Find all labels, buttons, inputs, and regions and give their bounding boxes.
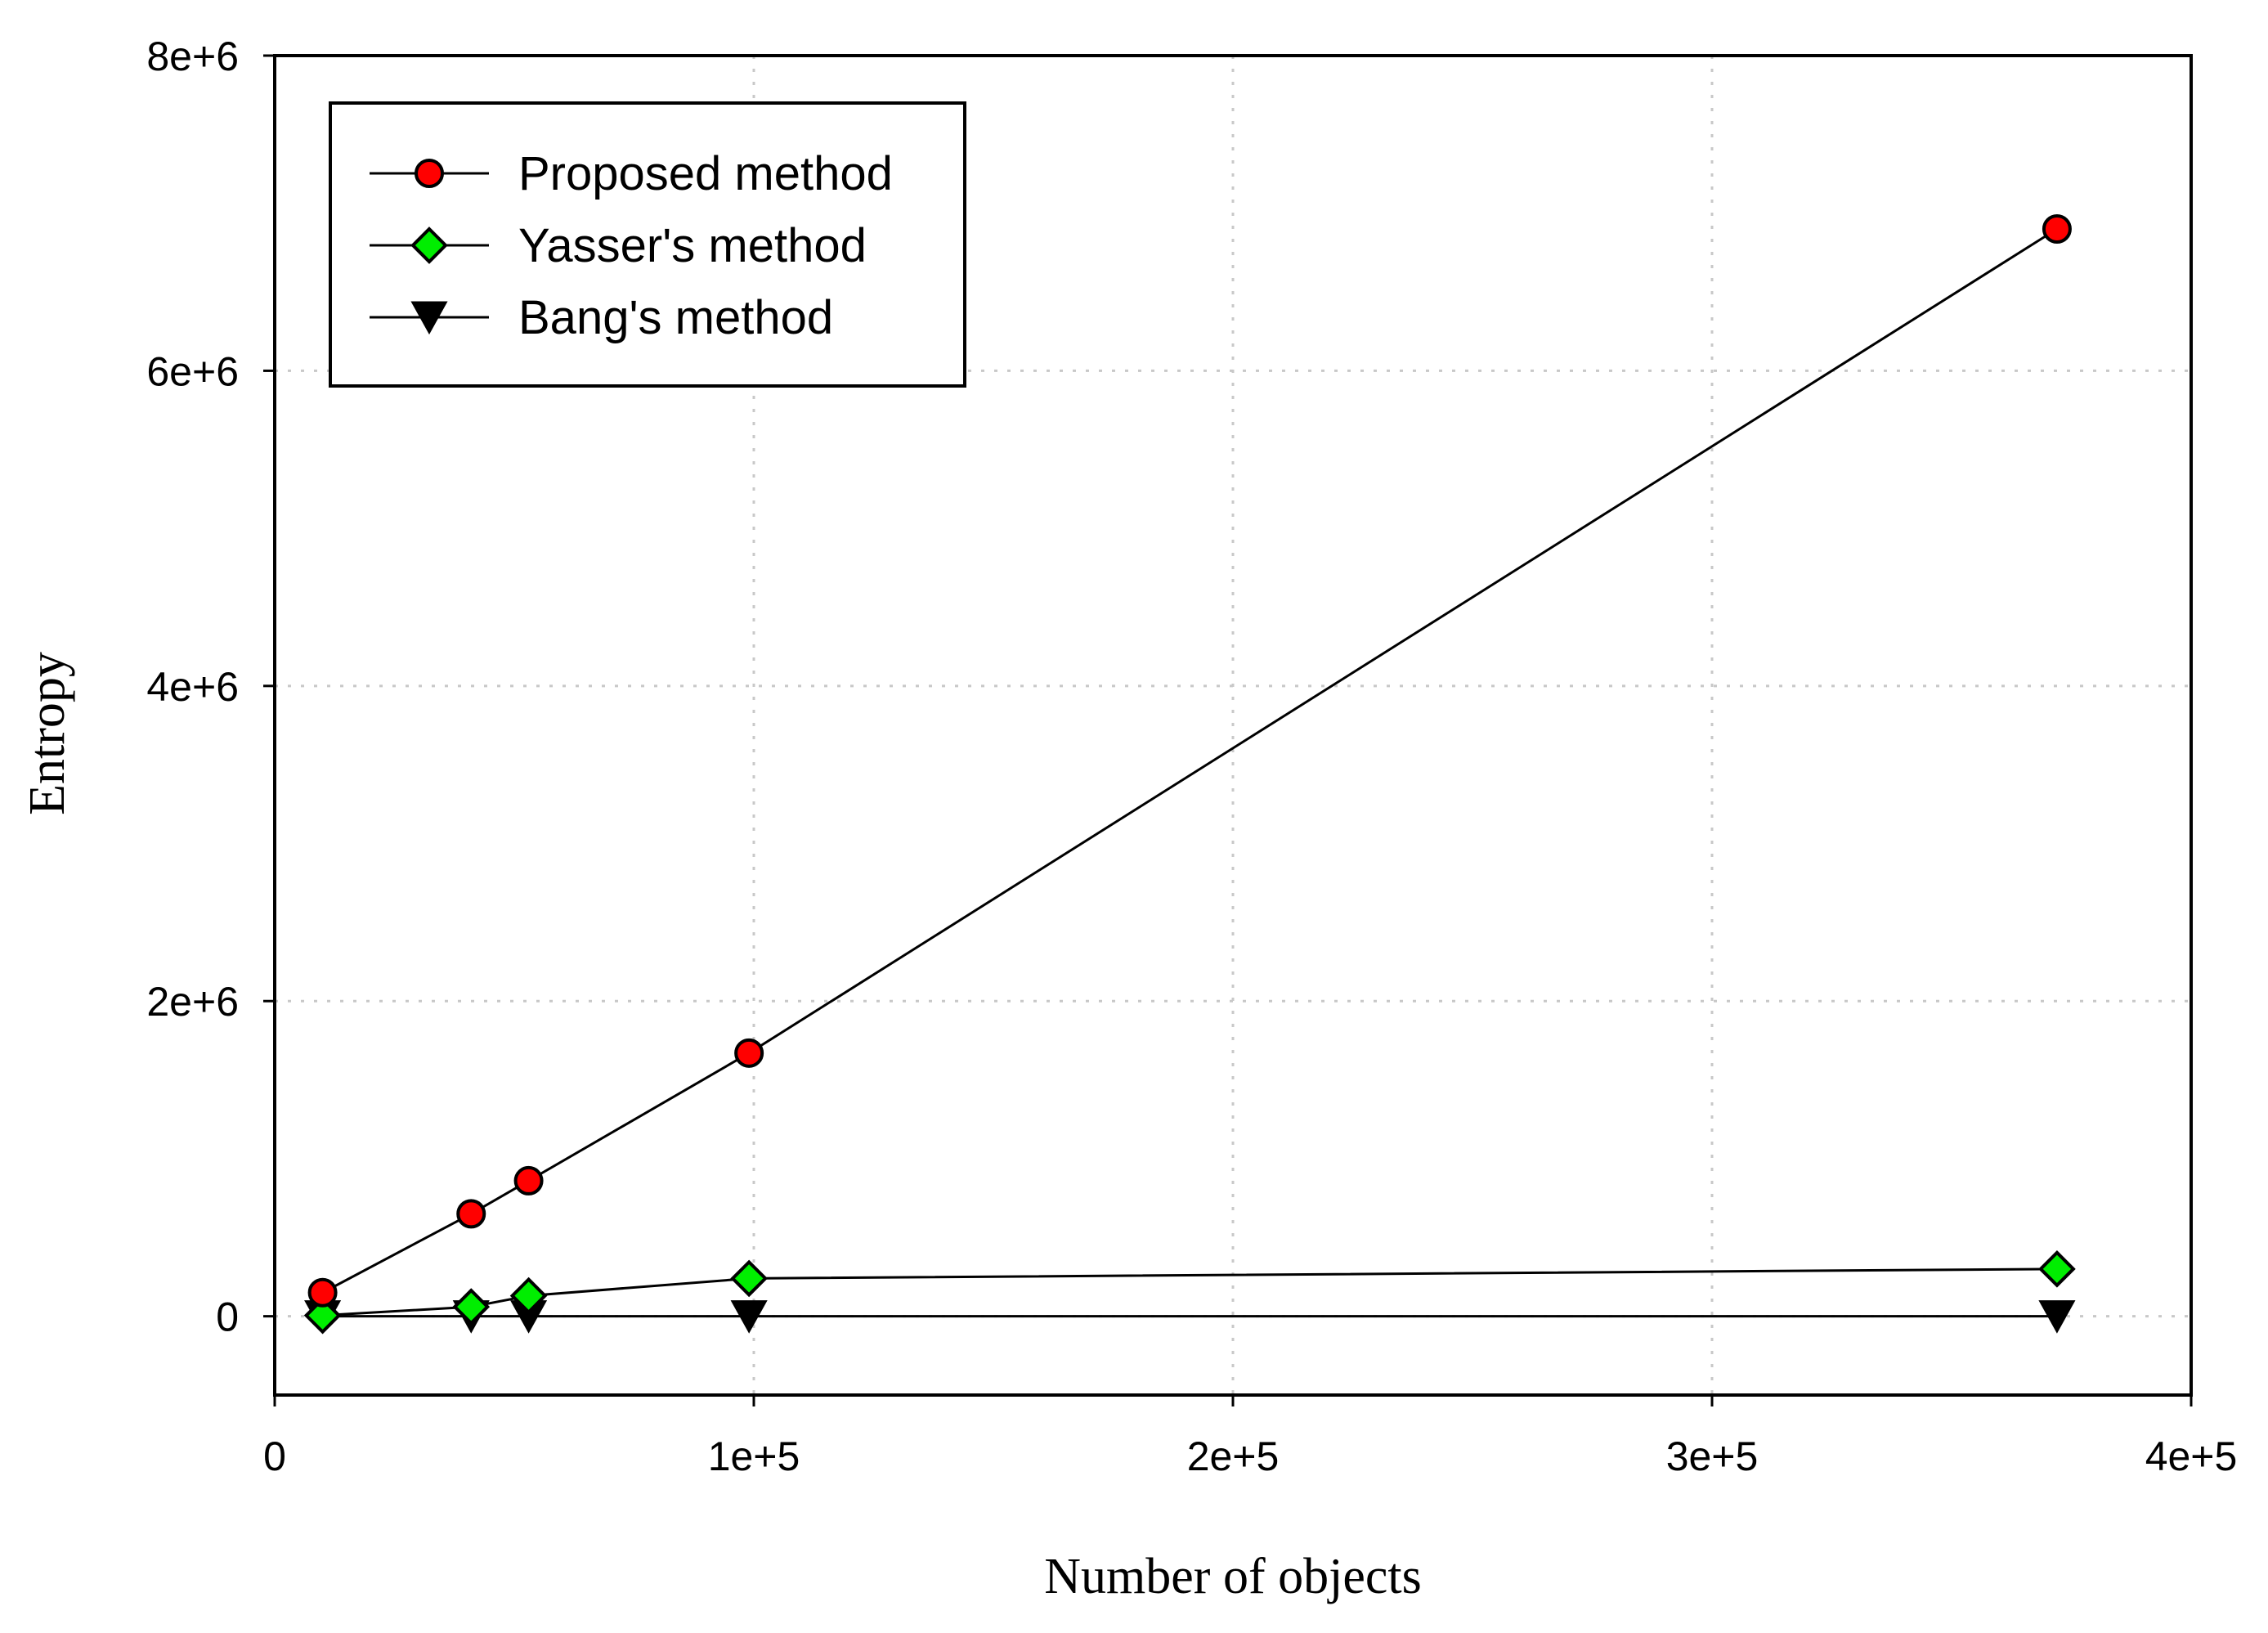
legend-item-yasser-s-method: Yasser's method: [370, 219, 867, 272]
x-tick-label: 2e+5: [1187, 1433, 1280, 1479]
series-yasser-s-method: [303, 1250, 2076, 1335]
data-point-bang-s-method: [730, 1300, 768, 1334]
data-point-yasser-s-method: [2038, 1250, 2076, 1288]
series-proposed-method: [307, 213, 2072, 1308]
data-point-proposed-method: [456, 1199, 486, 1229]
x-tick-label: 0: [263, 1433, 286, 1479]
y-tick-label: 6e+6: [146, 348, 239, 394]
y-tick-label: 2e+6: [146, 979, 239, 1025]
data-point-proposed-method: [734, 1038, 764, 1068]
legend-label: Bang's method: [518, 291, 833, 344]
x-tick-label: 1e+5: [708, 1433, 800, 1479]
data-point-yasser-s-method: [452, 1288, 491, 1326]
x-axis-title: Number of objects: [1044, 1549, 1421, 1604]
data-point-proposed-method: [2042, 213, 2072, 244]
series-bang-s-method: [304, 1300, 2076, 1334]
legend-label: Proposed method: [518, 147, 893, 200]
data-point-proposed-method: [307, 1277, 338, 1308]
legend-item-proposed-method: Proposed method: [370, 147, 893, 200]
y-tick-label: 8e+6: [146, 34, 239, 79]
series-line-proposed-method: [321, 227, 2058, 1294]
series-line-yasser-s-method: [322, 1267, 2057, 1317]
data-point-bang-s-method: [2038, 1300, 2076, 1334]
x-tick-label: 4e+5: [2145, 1433, 2238, 1479]
legend: Proposed method Yasser's method Bang's met…: [329, 101, 966, 388]
data-point-yasser-s-method: [730, 1259, 768, 1298]
axis-ticks: 0 1e+5 2e+5 3e+5 4e+5 0 2e+6 4e+6 6e+6 8e+6: [146, 34, 2237, 1479]
legend-marker: [415, 159, 444, 188]
legend-label: Yasser's method: [518, 219, 867, 272]
y-tick-label: 0: [216, 1294, 239, 1340]
legend-marker: [410, 301, 448, 335]
data-point-proposed-method: [513, 1165, 544, 1196]
legend-item-bang-s-method: Bang's method: [370, 291, 833, 344]
y-axis-title: Entropy: [20, 652, 75, 815]
series-layer: [303, 213, 2076, 1335]
y-tick-label: 4e+6: [146, 664, 239, 710]
legend-marker: [410, 227, 448, 264]
x-tick-label: 3e+5: [1666, 1433, 1759, 1479]
data-point-yasser-s-method: [303, 1296, 342, 1335]
data-point-yasser-s-method: [509, 1276, 548, 1315]
